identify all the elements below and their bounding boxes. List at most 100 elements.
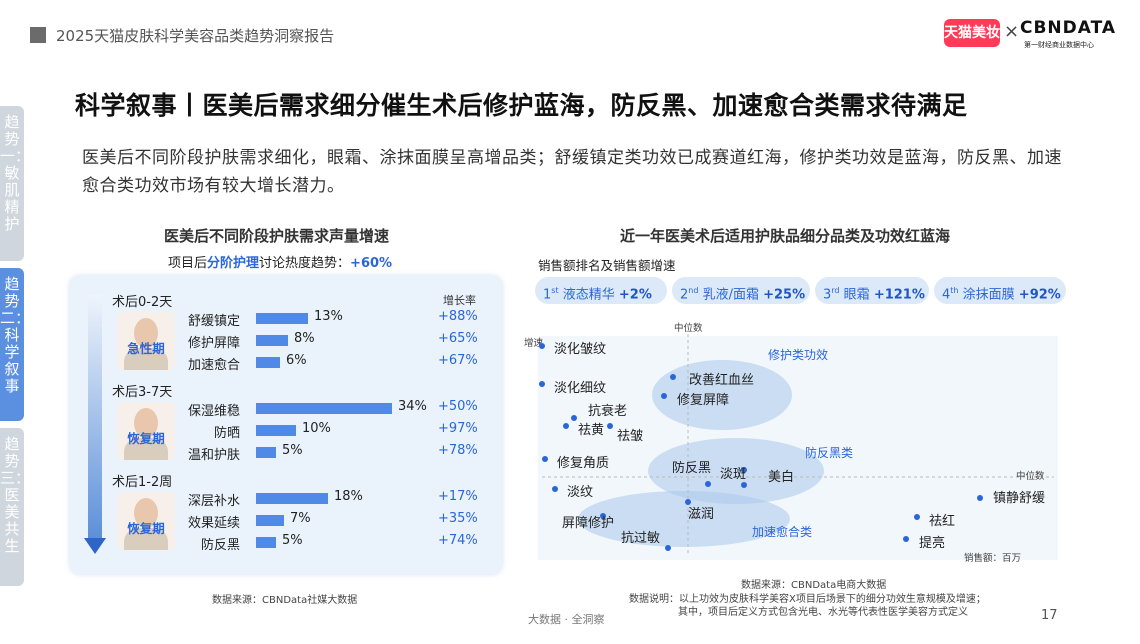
scatter-point xyxy=(914,514,920,520)
side-tab-trend-2[interactable]: 趋势二：科学叙事 xyxy=(0,268,30,421)
scatter-point xyxy=(600,513,606,519)
timeline-arrow xyxy=(88,295,102,540)
share-value: 6% xyxy=(286,353,307,368)
pill-growth: +25% xyxy=(763,287,806,303)
subtitle-prefix: 项目后 xyxy=(168,256,208,271)
growth-value: +74% xyxy=(438,533,478,548)
scatter-point-label: 防反黑 xyxy=(672,461,712,476)
scatter-point xyxy=(563,423,569,429)
share-bar xyxy=(256,403,392,414)
growth-value: +88% xyxy=(438,309,478,324)
scatter-point xyxy=(552,486,558,492)
scatter-point-label: 祛黄 xyxy=(578,423,605,438)
share-bar xyxy=(256,313,308,324)
pill-rank-suffix: nd xyxy=(688,286,699,295)
right-panel-subtitle: 销售额排名及销售额增速 xyxy=(538,258,676,273)
cbndata-logo: CBNDATA xyxy=(1020,18,1117,38)
need-label: 加速愈合 xyxy=(187,358,240,373)
need-label: 深层补水 xyxy=(187,494,240,509)
scatter-point-label: 淡斑 xyxy=(720,467,747,482)
growth-value: +50% xyxy=(438,399,478,414)
growth-header: 增长率 xyxy=(443,294,476,307)
axis-top-label: 中位数 xyxy=(674,323,703,334)
share-value: 5% xyxy=(282,533,303,548)
stage-photo: 恢复期 xyxy=(117,492,175,550)
subtitle-suffix: 讨论热度趋势： xyxy=(259,256,351,271)
need-label: 修护屏障 xyxy=(187,336,240,351)
scatter-point xyxy=(685,499,691,505)
scatter-point xyxy=(665,545,671,551)
stage-title: 术后3-7天 xyxy=(112,385,173,400)
stage-photo: 恢复期 xyxy=(117,402,175,460)
y-axis-label: 增速 xyxy=(524,338,544,349)
category-pill-4: 4th 涂抹面膜 +92% xyxy=(934,277,1066,304)
share-value: 7% xyxy=(290,511,311,526)
stage-badge: 急性期 xyxy=(127,341,165,356)
cluster-label-healing: 加速愈合类 xyxy=(752,525,813,539)
share-value: 5% xyxy=(282,443,303,458)
share-bar xyxy=(256,447,276,458)
need-label: 防晒 xyxy=(213,426,240,441)
pill-rank: 3 xyxy=(823,287,832,303)
share-value: 13% xyxy=(314,309,343,324)
scatter-point-label: 滋润 xyxy=(688,507,715,522)
left-panel-subtitle: 项目后分阶护理讨论热度趋势：+60% xyxy=(168,252,392,271)
right-source-note: 数据来源：CBNData电商大数据 xyxy=(741,580,887,591)
share-bar xyxy=(256,425,296,436)
scatter-point-label: 提亮 xyxy=(919,536,946,551)
pill-growth: +2% xyxy=(618,287,652,303)
cluster-label-repair: 修护类功效 xyxy=(768,348,829,362)
need-label: 防反黑 xyxy=(200,538,240,553)
scatter-point-label: 屏障修护 xyxy=(562,516,615,531)
pill-name: 涂抹面膜 xyxy=(962,287,1015,303)
right-data-note-2: 其中，项目后定义方式包含光电、水光等代表性医学美容方式定义 xyxy=(678,607,968,618)
footer-slogan: 大数据 · 全洞察 xyxy=(528,613,605,626)
pill-rank: 2 xyxy=(680,287,689,303)
scatter-point xyxy=(903,536,909,542)
logo-separator: × xyxy=(1004,21,1020,42)
scatter-point-label: 修复屏障 xyxy=(677,393,730,408)
axis-right-label: 中位数 xyxy=(1016,471,1045,482)
subtitle-highlight: 分阶护理 xyxy=(207,256,260,271)
need-label: 温和护肤 xyxy=(187,448,240,463)
cluster-label-anti-dark: 防反黑类 xyxy=(805,446,854,460)
timeline-arrow-head-icon xyxy=(84,538,106,554)
share-bar xyxy=(256,335,288,346)
stage-badge: 恢复期 xyxy=(127,431,165,446)
scatter-point xyxy=(539,381,545,387)
side-tab-trend-3[interactable]: 趋势三：医美共生 xyxy=(0,428,30,586)
scatter-point xyxy=(539,343,545,349)
quadrant-axes xyxy=(542,334,1054,556)
cluster-repair xyxy=(652,360,792,430)
subtitle-value: +60% xyxy=(350,256,393,271)
growth-value: +67% xyxy=(438,353,478,368)
category-pill-3: 3rd 眼霜 +121% xyxy=(815,277,929,304)
scatter-point xyxy=(977,495,983,501)
share-value: 18% xyxy=(334,489,363,504)
pill-rank: 4 xyxy=(942,287,951,303)
x-axis-label: 销售额：百万 xyxy=(964,553,1022,564)
report-title: 2025天猫皮肤科学美容品类趋势洞察报告 xyxy=(56,27,335,45)
scatter-point xyxy=(670,374,676,380)
category-pill-1: 1st 液态精华 +2% xyxy=(535,277,667,304)
page-title: 科学叙事丨医美后需求细分催生术后修护蓝海，防反黑、加速愈合类需求待满足 xyxy=(75,91,968,120)
scatter-point xyxy=(542,456,548,462)
pill-rank-suffix: rd xyxy=(831,286,840,295)
scatter-point-label: 抗衰老 xyxy=(588,404,628,419)
share-bar xyxy=(256,515,284,526)
scatter-point xyxy=(705,481,711,487)
page-description: 医美后不同阶段护肤需求细化，眼霜、涂抹面膜呈高增品类；舒缓镇定类功效已成赛道红海… xyxy=(82,148,1062,196)
left-source-note: 数据来源：CBNData社媒大数据 xyxy=(212,595,358,606)
side-tab-trend-1[interactable]: 趋势一：敏肌精护 xyxy=(0,106,30,261)
need-label: 保湿维稳 xyxy=(187,404,240,419)
scatter-point xyxy=(741,482,747,488)
pill-rank: 1 xyxy=(543,287,552,303)
pill-growth: +121% xyxy=(873,287,925,303)
share-bar xyxy=(256,357,280,368)
cbndata-logo-subtitle: 第一财经商业数据中心 xyxy=(1024,41,1094,49)
scatter-point xyxy=(661,393,667,399)
stage-title: 术后0-2天 xyxy=(112,295,173,310)
page-number: 17 xyxy=(1041,608,1058,623)
scatter-point-label: 祛红 xyxy=(929,514,956,529)
share-bar xyxy=(256,493,328,504)
